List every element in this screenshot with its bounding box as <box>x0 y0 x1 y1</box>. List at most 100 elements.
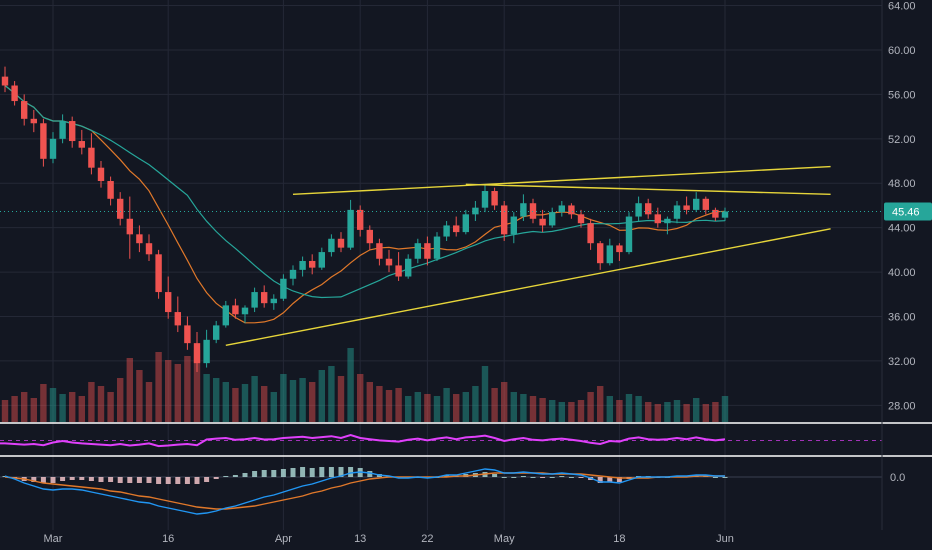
macd-histogram-bar <box>348 467 354 477</box>
macd-histogram-bar <box>597 477 603 483</box>
candle-body <box>97 167 105 182</box>
trendlines[interactable] <box>225 165 831 347</box>
rsi-line <box>0 433 726 448</box>
candle-body <box>136 234 143 244</box>
macd-histogram-bar <box>108 477 114 482</box>
macd-histogram-bar <box>31 477 37 482</box>
candle-body <box>328 238 335 253</box>
volume-bar <box>673 400 681 422</box>
macd-histogram-bar <box>309 468 315 477</box>
candle-body <box>59 121 66 139</box>
candle-body <box>155 254 162 293</box>
candle-body <box>184 325 191 344</box>
price-tick-label: 52.00 <box>888 134 916 146</box>
candle-body <box>126 218 133 235</box>
volume-bar <box>88 382 95 422</box>
volume-bar <box>587 392 594 422</box>
volume-bar <box>405 396 412 422</box>
candle-body <box>625 216 633 253</box>
volume-bar <box>462 392 469 422</box>
grid <box>0 0 882 530</box>
macd-histogram-bar <box>290 468 296 477</box>
macd-histogram-bar <box>50 477 56 483</box>
candle-body <box>558 205 565 213</box>
time-tick-label: 18 <box>613 533 625 545</box>
candle-body <box>673 205 681 219</box>
time-tick-label: Jun <box>716 533 734 545</box>
volume-bar <box>78 396 85 422</box>
volume-bar <box>721 396 729 422</box>
candle-body <box>88 147 95 168</box>
volume-bar <box>1 400 9 422</box>
volume-bar <box>59 394 66 422</box>
candle-body <box>174 312 181 326</box>
time-tick-label: Apr <box>275 533 292 545</box>
volume-bar <box>213 378 220 422</box>
candle-body <box>309 260 316 268</box>
candle-body <box>405 258 412 277</box>
macd-histogram-bar <box>165 477 171 484</box>
macd-histogram-bar <box>232 475 238 477</box>
candle-body <box>616 245 623 253</box>
volume-bar <box>501 382 508 422</box>
candle-body <box>577 214 585 224</box>
price-tick-label: 48.00 <box>888 178 916 190</box>
candle-body <box>587 223 594 244</box>
volume-bar <box>597 386 604 422</box>
candle-body <box>481 191 489 208</box>
volume-bar <box>280 374 287 422</box>
macd-histogram-bar <box>194 477 200 484</box>
macd-histogram-bar <box>530 477 536 478</box>
candle-body <box>549 212 556 226</box>
candle-body <box>462 214 469 233</box>
volume-bar <box>49 388 57 422</box>
last-price-label: 45.46 <box>892 206 920 218</box>
volume-bar <box>664 402 671 422</box>
volume-bar <box>203 374 210 422</box>
volume-bar <box>683 404 690 422</box>
volume-bar <box>529 396 537 422</box>
price-tick-label: 28.00 <box>888 400 916 412</box>
volume-bar <box>510 392 517 422</box>
candle-body <box>683 205 690 210</box>
macd-histogram-bar <box>146 477 152 483</box>
candle-body <box>203 339 210 364</box>
candle-body <box>654 214 661 224</box>
volume-bar <box>347 348 354 422</box>
candle-body <box>472 207 479 215</box>
macd-histogram-bar <box>511 477 517 478</box>
candle-body <box>453 225 460 233</box>
macd-histogram-bar <box>559 476 565 477</box>
volume-bar <box>472 386 479 422</box>
candle-body <box>712 209 719 218</box>
macd-histogram-bar <box>261 470 267 477</box>
volume-bar <box>184 356 191 422</box>
pane-separators[interactable] <box>0 0 932 530</box>
last-price-badge <box>884 202 932 221</box>
macd-histogram-bar <box>271 470 277 477</box>
price-tick-label: 40.00 <box>888 267 916 279</box>
volume-bar <box>299 378 306 422</box>
volume-bar <box>270 392 277 422</box>
volume-bar <box>616 400 623 422</box>
macd-histogram-bar <box>136 477 142 483</box>
macd-histogram-bar <box>204 477 210 482</box>
price-tick-label: 60.00 <box>888 45 916 57</box>
candle-body <box>270 298 277 304</box>
candle-body <box>30 118 37 124</box>
time-axis[interactable]: Mar 16 Apr 13 22 May 18 Jun <box>44 533 734 545</box>
price-axis[interactable]: 64.00 60.00 56.00 52.00 48.00 44.00 40.00 36.00… <box>884 1 932 484</box>
candle-body <box>721 211 729 218</box>
trendline <box>292 165 831 196</box>
macd-signal-line <box>4 472 725 510</box>
price-tick-label: 44.00 <box>888 223 916 235</box>
volume-bar <box>69 392 76 422</box>
macd-histogram-bar <box>300 467 306 477</box>
volume-bar <box>577 400 585 422</box>
price-tick-label: 36.00 <box>888 312 916 324</box>
volume-bar <box>549 400 556 422</box>
candle-body <box>376 243 383 259</box>
volume-bar <box>309 382 316 422</box>
candle-body <box>702 198 709 210</box>
